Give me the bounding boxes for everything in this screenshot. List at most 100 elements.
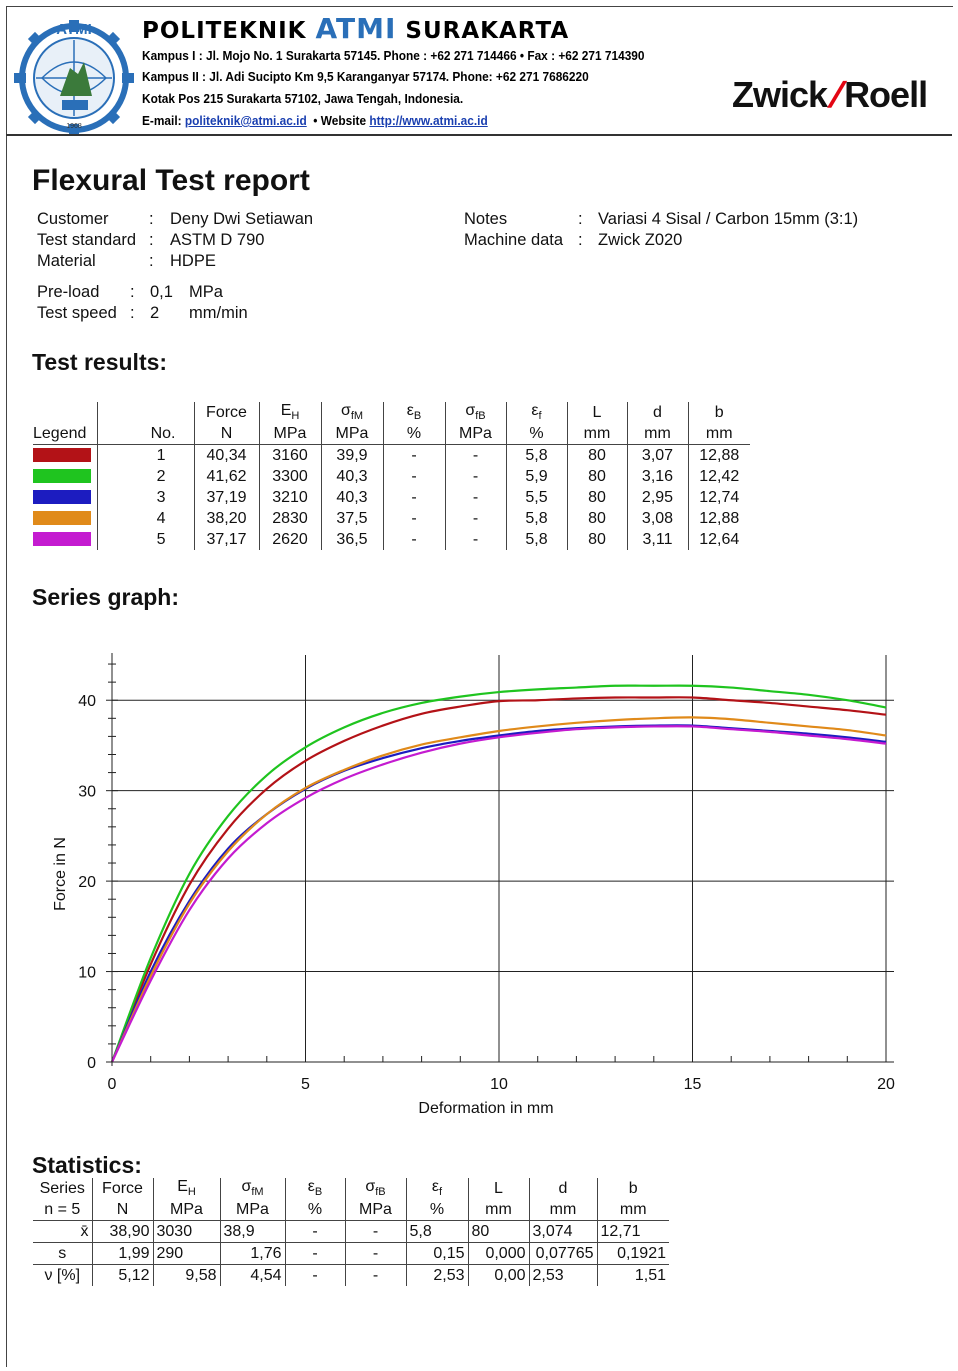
cell-d: 3,16: [626, 466, 688, 487]
stat-col-d: d: [528, 1178, 597, 1199]
series-line-4: [110, 716, 887, 1063]
x-tick-label: 10: [490, 1076, 508, 1093]
stat-cell-L: 0,000: [467, 1242, 529, 1265]
row-no: 1: [96, 444, 194, 466]
stat-cell-d: 3,074: [528, 1220, 597, 1243]
col-ef: εf: [505, 402, 567, 423]
unit-sfb: MPa: [444, 423, 506, 445]
cell-sfb: -: [444, 466, 506, 487]
cell-ef: 5,8: [505, 444, 567, 466]
stat-cell-sfm: 4,54: [219, 1264, 285, 1286]
colon: :: [578, 231, 583, 249]
stat-cell-d: 0,07765: [528, 1242, 597, 1265]
x-tick-label: 5: [301, 1076, 310, 1093]
stat-cell-force: 5,12: [91, 1264, 153, 1286]
cell-b: 12,88: [687, 444, 750, 466]
cell-sfm: 36,5: [320, 529, 383, 550]
stats-header-row: Series Force EH σfM εB σfB εf L d b: [33, 1178, 669, 1199]
x-tick-label: 20: [877, 1076, 895, 1093]
stat-cell-eh: 3030: [152, 1220, 220, 1243]
col-d: d: [626, 402, 688, 423]
letterhead: ATMI 1968 POLITEKNIK ATMI SURAKARTA Kamp…: [6, 6, 952, 136]
stat-cell-ef: 5,8: [405, 1220, 468, 1243]
col-sfb: σfB: [444, 402, 506, 423]
stat-label: s: [33, 1242, 92, 1265]
stats-row-mean: x̄ 38,90 3030 38,9 - - 5,8 80 3,074 12,7…: [33, 1220, 669, 1243]
x-tick-label: 15: [684, 1076, 702, 1093]
stat-cell-b: 12,71: [596, 1220, 669, 1243]
institution-name: POLITEKNIK ATMI SURAKARTA: [142, 12, 569, 45]
address-line-2: Kampus II : Jl. Adi Sucipto Km 9,5 Karan…: [142, 70, 589, 84]
standard-value: ASTM D 790: [170, 231, 265, 249]
y-tick-label: 10: [78, 965, 96, 982]
stat-col-L: L: [467, 1178, 529, 1199]
stats-unit-row: n = 5 N MPa MPa % MPa % mm mm mm: [33, 1199, 669, 1221]
stat-unit-b: mm: [596, 1199, 669, 1221]
unit-ef: %: [505, 423, 567, 445]
email-link[interactable]: politeknik@atmi.ac.id: [184, 114, 307, 128]
stat-cell-d: 2,53: [528, 1264, 597, 1286]
unit-sfm: MPa: [320, 423, 383, 445]
cell-L: 80: [566, 444, 627, 466]
stat-cell-ef: 2,53: [405, 1264, 468, 1286]
row-no: 3: [96, 487, 194, 508]
cell-force: 38,20: [193, 508, 259, 529]
preload-unit: MPa: [189, 283, 223, 301]
speed-unit: mm/min: [189, 304, 248, 322]
chart-series: [110, 684, 887, 1063]
address-line-3: Kotak Pos 215 Surakarta 57102, Jawa Teng…: [142, 92, 464, 106]
cell-d: 2,95: [626, 487, 688, 508]
cell-ef: 5,5: [505, 487, 567, 508]
cell-sfb: -: [444, 444, 506, 466]
results-header-row: Force EH σfM εB σfB εf L d b: [33, 402, 750, 423]
y-tick-label: 20: [78, 874, 96, 891]
address-line-1: Kampus I : Jl. Mojo No. 1 Surakarta 5714…: [142, 49, 645, 63]
stat-cell-sfm: 1,76: [219, 1242, 285, 1265]
stat-label: ν [%]: [44, 1266, 81, 1284]
website-label: • Website: [313, 114, 367, 128]
stat-cell-eh: 9,58: [152, 1264, 220, 1286]
cell-sfb: -: [444, 487, 506, 508]
stat-col-eb-sub: B: [314, 1186, 323, 1199]
report-title: Flexural Test report: [32, 164, 310, 197]
stats-row-cv: ν [%] 5,12 9,58 4,54 - - 2,53 0,00 2,53 …: [33, 1264, 669, 1286]
stat-cell-sfb: -: [344, 1220, 406, 1243]
cell-sfm: 37,5: [320, 508, 383, 529]
col-sfm: σfM: [320, 402, 383, 423]
notes-label: Notes: [464, 210, 508, 228]
stat-n: n = 5: [33, 1199, 92, 1221]
stat-unit-sfm: MPa: [219, 1199, 285, 1221]
website-link[interactable]: http://www.atmi.ac.id: [369, 114, 488, 128]
unit-L: mm: [566, 423, 627, 445]
y-tick-label: 40: [78, 693, 96, 710]
customer-value: Deny Dwi Setiawan: [170, 210, 314, 228]
legend-swatch-4: [33, 511, 91, 526]
machine-label: Machine data: [464, 231, 564, 249]
statistics-table: Series Force EH σfM εB σfB εf L d b n = …: [33, 1178, 669, 1286]
cell-L: 80: [566, 466, 627, 487]
stat-cell-eh: 290: [152, 1242, 220, 1265]
x-tick-label: 0: [108, 1076, 117, 1093]
unit-eb: %: [382, 423, 445, 445]
cell-L: 80: [566, 529, 627, 550]
cell-L: 80: [566, 508, 627, 529]
y-tick-label: 30: [78, 784, 96, 801]
cell-eh: 2620: [258, 529, 321, 550]
cell-eb: -: [382, 466, 445, 487]
stat-cell-sfm: 38,9: [219, 1220, 285, 1243]
stat-cell-force: 38,90: [91, 1220, 153, 1243]
series-graph-heading: Series graph:: [32, 584, 179, 610]
stat-col-ef-sub: f: [439, 1186, 443, 1199]
legend-swatch-5: [33, 532, 91, 547]
brand-right: Roell: [844, 74, 928, 115]
cell-sfb: -: [444, 508, 506, 529]
unit-d: mm: [626, 423, 688, 445]
x-axis-label: Deformation in mm: [418, 1100, 553, 1117]
institution-suffix: SURAKARTA: [405, 18, 570, 44]
stat-col-ef: εf: [405, 1178, 468, 1199]
table-row: 5 37,17 2620 36,5 - - 5,8 80 3,11 12,64: [33, 529, 750, 550]
stat-unit-eh: MPa: [152, 1199, 220, 1221]
y-axis-label: Force in N: [52, 837, 69, 911]
unit-eh: MPa: [258, 423, 321, 445]
cell-force: 37,17: [193, 529, 259, 550]
